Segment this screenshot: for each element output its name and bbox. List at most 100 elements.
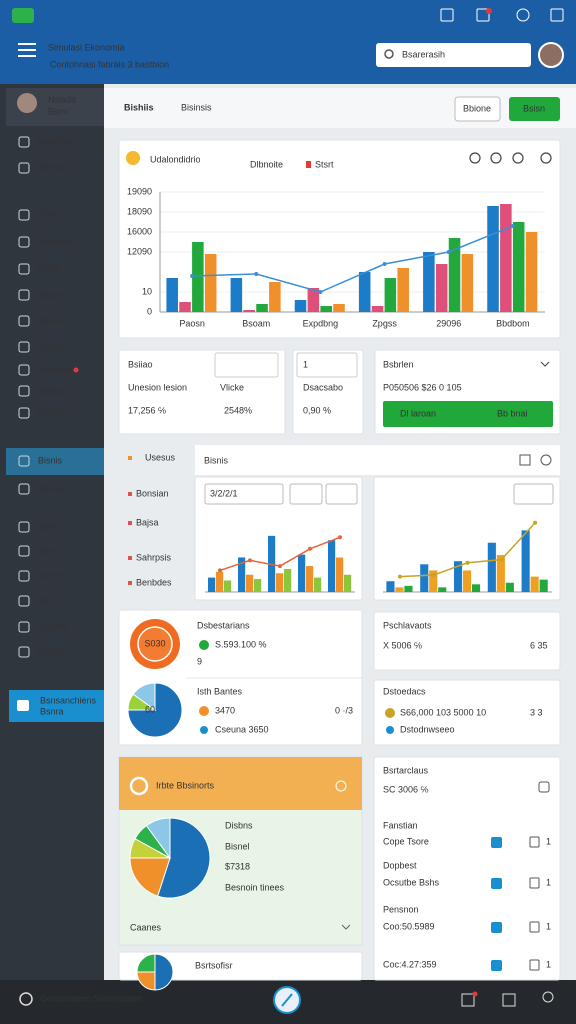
sidebar-item[interactable]: Bosia [38, 209, 61, 219]
sidebar-item[interactable]: Bisnis [38, 455, 63, 465]
menu-item[interactable]: Benbdes [136, 577, 172, 587]
secondary-button[interactable] [454, 96, 501, 122]
chart-action[interactable] [490, 152, 502, 164]
summary-sub: 9 [197, 656, 202, 666]
insights-footer: Caanes [130, 922, 162, 932]
sidebar-item[interactable]: Bisnig [38, 483, 63, 493]
window-control[interactable] [516, 8, 530, 22]
sidebar-item[interactable]: Bsnl [38, 595, 56, 605]
row-checkbox[interactable] [491, 960, 502, 971]
menu-bullet [128, 556, 132, 560]
sidebar-item[interactable]: Bagsls [38, 341, 66, 351]
x-tick-label: Paosn [179, 318, 205, 328]
menu-item[interactable]: Usesus [145, 452, 176, 462]
menu-item[interactable]: Bonsian [136, 488, 169, 498]
bar [472, 584, 481, 592]
bar [238, 557, 246, 592]
sidebar-icon [18, 385, 30, 397]
donut-label: S030 [144, 638, 165, 648]
info-value: S66,000 103 5000 10 [400, 707, 486, 717]
bar [521, 530, 530, 592]
row-checkbox[interactable] [491, 878, 502, 889]
mini-title: Bsrtsofisr [195, 960, 233, 970]
window-control[interactable] [476, 8, 490, 22]
date-input[interactable] [204, 483, 284, 505]
row-checkbox[interactable] [491, 837, 502, 848]
footer-action[interactable] [502, 993, 516, 1007]
list-title: Bsrtarclaus [383, 765, 429, 775]
sidebar-item[interactable]: Bsnie [38, 263, 61, 273]
bar [423, 252, 435, 312]
bar [404, 585, 413, 592]
panel-action[interactable] [519, 454, 531, 466]
filter-button[interactable] [289, 483, 323, 505]
sidebar-item[interactable]: Bsnee [38, 570, 64, 580]
search-box[interactable] [376, 43, 531, 67]
list-action[interactable] [538, 781, 550, 793]
stat-input[interactable] [214, 352, 279, 378]
info-side: 3 3 [530, 707, 543, 717]
panel-action[interactable] [540, 454, 552, 466]
user-avatar[interactable] [538, 42, 564, 68]
row-icon[interactable] [529, 877, 540, 889]
insights-label: Bisnel [225, 841, 250, 851]
filter-button[interactable] [513, 483, 554, 505]
sidebar-item[interactable]: Bsnoorl [38, 407, 69, 417]
primary-button[interactable] [509, 97, 560, 121]
header-bar [0, 0, 576, 84]
summary-title: Isth Bantes [197, 686, 243, 696]
pie-slice [132, 682, 156, 711]
footer-action[interactable] [461, 993, 475, 1007]
search-placeholder: Bsarerasih [402, 49, 445, 59]
menu-item[interactable]: Sahrpsis [136, 552, 172, 562]
sidebar-item[interactable]: Bisnig [38, 646, 63, 656]
sidebar-item[interactable]: Bsvss [38, 315, 63, 325]
footer-icon[interactable] [19, 992, 33, 1006]
sidebar-item[interactable]: Borsens [38, 364, 72, 374]
chart-action[interactable] [512, 152, 524, 164]
bar [539, 579, 548, 592]
action-button[interactable] [383, 401, 553, 427]
bar [512, 222, 525, 312]
sidebar-icon [18, 315, 30, 327]
menu-item[interactable]: Bajsa [136, 517, 159, 527]
toolbar-title: Bishiis [124, 102, 154, 112]
sidebar-item[interactable]: Bsnls [38, 545, 61, 555]
insights-action[interactable] [335, 780, 347, 792]
trend-point [431, 573, 436, 578]
sidebar-feature-icon [17, 700, 29, 711]
summary-value: 3470 [215, 705, 235, 715]
sidebar-icon [18, 341, 30, 353]
footer-profile[interactable] [542, 991, 554, 1003]
chart-action[interactable] [540, 152, 552, 164]
row-icon[interactable] [529, 921, 540, 933]
panel-header [195, 445, 560, 475]
footer-label[interactable]: Sosishoblen [93, 993, 142, 1003]
x-tick-label: Bbdbom [496, 318, 530, 328]
filter-button[interactable] [325, 483, 358, 505]
row-checkbox[interactable] [491, 922, 502, 933]
bar [254, 579, 262, 592]
menu-bullet [128, 492, 132, 496]
footer-label[interactable]: Gensosaeen [40, 993, 91, 1003]
sidebar-item[interactable]: Bsnaslo [38, 236, 70, 246]
window-control[interactable] [550, 8, 564, 22]
sidebar-icon [18, 521, 30, 533]
bar [384, 278, 397, 312]
bar [500, 204, 512, 312]
sidebar-item[interactable]: Bspsa [38, 289, 63, 299]
row-icon[interactable] [529, 836, 540, 848]
stat-col-label: Unesion lesion [128, 382, 187, 392]
dropdown-chevron[interactable] [540, 361, 550, 367]
window-control[interactable] [440, 8, 454, 22]
row-icon[interactable] [529, 959, 540, 971]
sidebar-item[interactable]: Bsnb [38, 521, 59, 531]
expand-chevron[interactable] [341, 924, 351, 930]
stat-input[interactable] [296, 352, 358, 378]
sidebar-item[interactable]: Bsnbnre [38, 136, 72, 146]
chart-action[interactable] [469, 152, 481, 164]
sidebar-item[interactable]: Bionpis [38, 162, 68, 172]
sidebar-item[interactable]: Bsisisg [38, 385, 67, 395]
sidebar-item[interactable]: Bbsdos [38, 621, 69, 631]
bar [386, 581, 395, 592]
